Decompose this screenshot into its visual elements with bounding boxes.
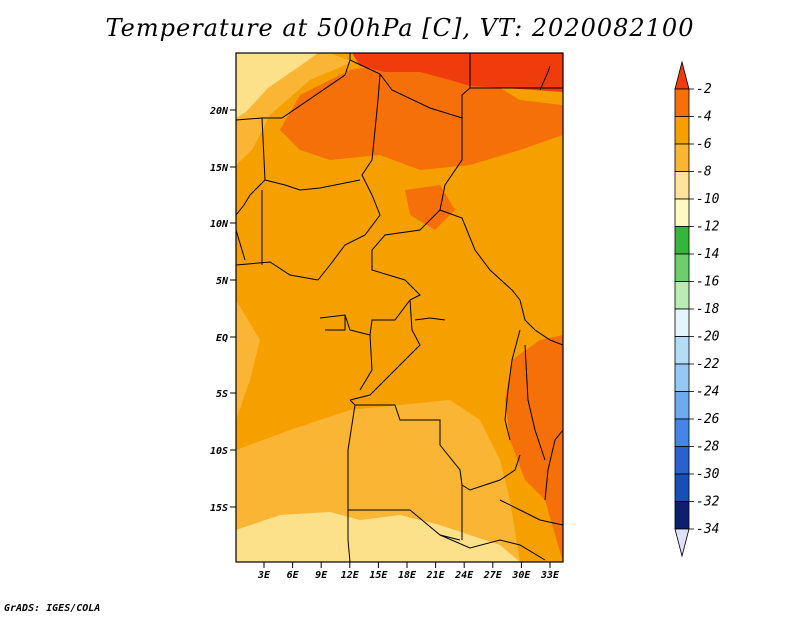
lon-label: 24E	[454, 570, 474, 581]
field-atlantic-cool	[236, 300, 260, 420]
colorbar-label: -2	[696, 82, 712, 97]
colorbar-segment	[674, 226, 690, 255]
lat-label: 15S	[210, 503, 228, 514]
longitude-axis: 3E 6E 9E 12E 15E 18E 21E 24E 27E 30E 33E	[257, 562, 560, 581]
colorbar-bottom-arrow	[674, 528, 690, 558]
colorbar-segment	[674, 171, 690, 200]
lon-label: 30E	[511, 570, 531, 581]
colorbar-label: -6	[696, 137, 712, 152]
colorbar-segment	[674, 336, 690, 365]
colorbar-label: -26	[696, 412, 720, 427]
lat-label: 5N	[216, 276, 229, 287]
colorbar: -2 -4 -6 -8 -10 -12 -14 -16 -18 -20 -22 -24 -26 -28 -3…	[674, 60, 720, 558]
colorbar-label: -14	[696, 247, 719, 262]
colorbar-segment	[674, 198, 690, 227]
colorbar-segment	[674, 501, 690, 530]
colorbar-label: -22	[696, 357, 720, 372]
lon-label: 12E	[341, 570, 360, 581]
colorbar-segment	[674, 391, 690, 420]
colorbar-label: -18	[696, 302, 720, 317]
lat-label: 10S	[210, 446, 228, 457]
colorbar-label: -4	[696, 110, 712, 125]
colorbar-label: -24	[696, 385, 719, 400]
grads-credit: GrADS: IGES/COLA	[4, 603, 101, 614]
colorbar-label: -34	[696, 522, 719, 537]
colorbar-label: -28	[696, 440, 720, 455]
lon-label: 27E	[483, 570, 503, 581]
field-chad-warm	[320, 95, 370, 150]
field-nw-cold	[236, 53, 318, 118]
colorbar-segment	[674, 253, 690, 282]
field-east-warm	[505, 335, 563, 562]
lon-label: 6E	[287, 570, 300, 581]
boundaries	[236, 53, 563, 562]
colorbar-segment	[674, 116, 690, 145]
colorbar-label: -32	[696, 495, 720, 510]
lat-label: 10N	[210, 219, 229, 230]
lon-label: 15E	[369, 570, 388, 581]
lon-label: 9E	[315, 570, 328, 581]
colorbar-label: -30	[696, 467, 720, 482]
temperature-field	[236, 53, 563, 562]
colorbar-segment	[674, 88, 690, 117]
lon-label: 21E	[426, 570, 446, 581]
lon-label: 3E	[257, 570, 271, 581]
latitude-axis: 20N 15N 10N 5N EQ 5S 10S 15S	[209, 106, 236, 514]
lon-label: 33E	[540, 570, 560, 581]
colorbar-top-arrow	[674, 60, 690, 90]
field-south-cold	[236, 512, 520, 562]
colorbar-segment	[674, 143, 690, 172]
chart-title: Temperature at 500hPa [C], VT: 202008210…	[105, 14, 695, 42]
lat-label: 15N	[210, 163, 229, 174]
colorbar-segment	[674, 308, 690, 337]
map-frame	[235, 52, 564, 563]
field-northeast-hot	[352, 53, 563, 92]
colorbar-label: -16	[696, 275, 720, 290]
lon-label: 18E	[398, 570, 417, 581]
colorbar-segment	[674, 446, 690, 475]
colorbar-segment	[674, 281, 690, 310]
colorbar-label: -12	[696, 220, 720, 235]
colorbar-label: -20	[696, 330, 720, 345]
lat-label: 20N	[209, 106, 229, 117]
lat-label: EQ	[216, 333, 228, 344]
colorbar-segment	[674, 418, 690, 447]
colorbar-segment	[674, 363, 690, 392]
colorbar-label: -8	[696, 165, 712, 180]
colorbar-label: -10	[696, 192, 720, 207]
lat-label: 5S	[216, 389, 228, 400]
colorbar-segment	[674, 473, 690, 502]
